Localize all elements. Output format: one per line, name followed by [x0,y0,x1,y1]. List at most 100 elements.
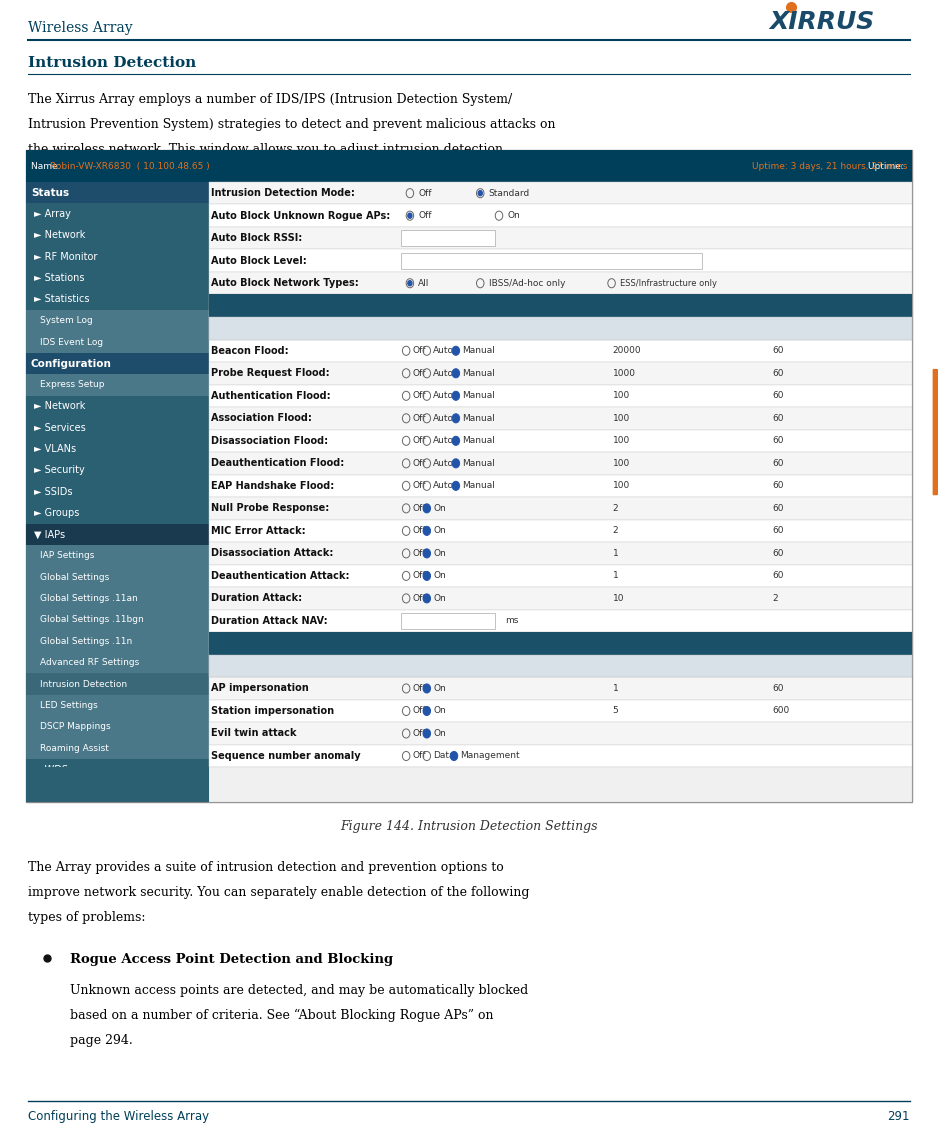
Text: 60: 60 [772,481,783,490]
Text: Duration Attack:: Duration Attack: [211,594,302,604]
Text: Period (seconds): Period (seconds) [772,323,865,333]
Text: XIRRUS: XIRRUS [769,9,874,34]
Text: Status: Status [31,188,69,198]
Bar [26,225,209,246]
Text: 60: 60 [772,437,783,446]
Text: Auto Block RSSI:: Auto Block RSSI: [211,233,302,243]
Text: Off: Off [413,549,426,558]
Text: Manual: Manual [462,481,495,490]
Text: Name:: Name: [31,161,64,171]
Bar [26,738,209,758]
Text: Auto: Auto [433,391,454,400]
Text: Off: Off [413,706,426,715]
Circle shape [425,573,429,579]
Bar [26,459,209,481]
Circle shape [408,281,412,285]
Bar [26,289,209,310]
Text: Disassociation Attack:: Disassociation Attack: [211,548,333,558]
Circle shape [425,686,429,691]
Bar [26,673,209,695]
Bar [209,565,912,587]
Text: Manual: Manual [462,391,495,400]
Bar [209,249,912,272]
Text: Off: Off [413,391,426,400]
Circle shape [408,214,412,218]
Text: 100: 100 [613,414,629,423]
Circle shape [452,347,460,356]
Bar [26,695,209,716]
Text: ► VLANs: ► VLANs [34,445,76,454]
Bar [401,613,495,629]
Bar [209,294,912,317]
Circle shape [452,391,460,400]
Text: Intrusion Detection: Intrusion Detection [40,680,128,689]
Bar [209,655,912,678]
Text: 60: 60 [772,414,783,423]
Text: ► RF Monitor: ► RF Monitor [34,251,98,262]
Text: 1: 1 [613,549,618,558]
Bar [401,231,495,246]
Circle shape [425,731,429,736]
Text: 5000: 5000 [404,616,428,625]
Text: ► Statistics: ► Statistics [34,294,89,305]
Circle shape [454,348,458,354]
Bar [26,417,209,439]
Bar [209,294,912,317]
Circle shape [452,414,460,423]
Bar [26,374,209,396]
Text: Association Flood:: Association Flood: [211,414,312,423]
Text: Off: Off [413,414,426,423]
Text: ► Network: ► Network [34,401,85,412]
Bar [26,758,209,780]
Text: DoS Attack Detection Settings: DoS Attack Detection Settings [211,301,390,310]
Text: Management: Management [461,752,521,761]
Bar [209,362,912,384]
Text: ► Network: ► Network [34,231,85,240]
Text: Unknown access points are detected, and may be automatically blocked: Unknown access points are detected, and … [70,984,529,996]
Text: Manual: Manual [462,347,495,355]
Text: Data: Data [433,752,455,761]
Circle shape [425,596,429,601]
Text: 2: 2 [613,504,618,513]
Text: based on a number of criteria. See “About Blocking Rogue APs” on: based on a number of criteria. See “Abou… [70,1009,493,1022]
Bar [209,678,912,699]
Polygon shape [933,370,938,495]
Bar [209,767,912,802]
Text: 60: 60 [772,549,783,558]
Text: the wireless network. This window allows you to adjust intrusion detection: the wireless network. This window allows… [28,143,503,156]
Text: Auto: Auto [433,368,454,377]
Text: Auto: Auto [433,437,454,446]
Bar [209,542,912,565]
Circle shape [454,483,458,489]
Bar [26,588,209,609]
Bar [401,252,702,268]
Text: On: On [433,572,446,580]
Bar [209,384,912,407]
Bar [26,150,912,182]
Text: Global Settings .11bgn: Global Settings .11bgn [40,615,144,624]
Circle shape [454,393,458,398]
Text: Auto Block Network Types:: Auto Block Network Types: [211,279,359,288]
Bar [209,182,912,205]
Bar [26,352,209,374]
Bar [26,524,209,545]
Circle shape [478,191,482,196]
Text: Attack/Event: Attack/Event [211,661,281,671]
Text: Off: Off [413,729,426,738]
Bar [209,205,912,227]
Text: 60: 60 [772,572,783,580]
Text: Roaming Assist: Roaming Assist [40,744,109,753]
Circle shape [454,371,458,376]
Text: 2: 2 [613,526,618,536]
Text: 100: 100 [613,437,629,446]
Text: 100: 100 [613,481,629,490]
Bar [209,587,912,609]
Text: Off: Off [413,504,426,513]
Text: Wireless Array: Wireless Array [28,22,133,35]
Text: On: On [433,549,446,558]
Text: On: On [433,504,446,513]
Text: 5: 5 [613,706,618,715]
Text: Robin-VW-XR6830  ( 10.100.48.65 ): Robin-VW-XR6830 ( 10.100.48.65 ) [50,161,209,171]
Text: Off: Off [413,572,426,580]
Bar [209,272,912,294]
